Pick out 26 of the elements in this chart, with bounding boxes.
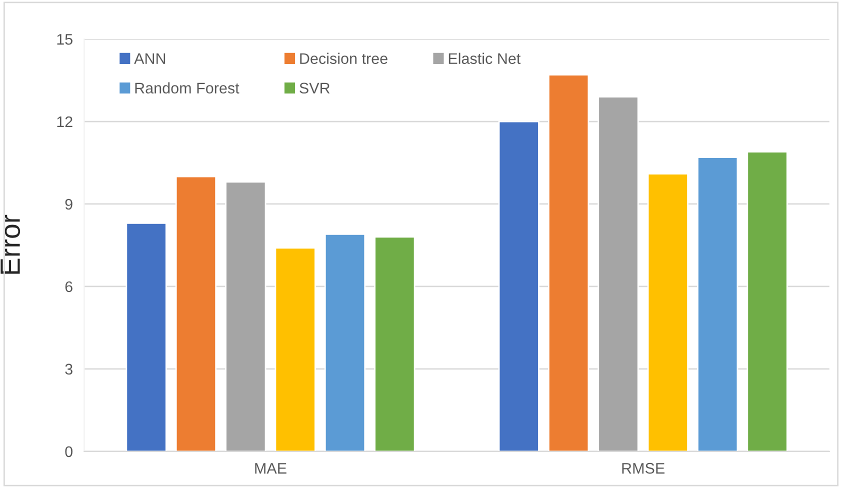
y-tick-label: 12: [57, 116, 72, 128]
y-tick-label: 3: [65, 364, 72, 375]
bar: [324, 234, 366, 452]
x-tick-label: RMSE: [622, 462, 664, 474]
legend-label: Random Forest: [135, 82, 240, 94]
x-tick-label: MAE: [255, 463, 286, 474]
bar: [175, 176, 217, 452]
bar: [697, 156, 738, 452]
bar: [598, 96, 639, 452]
legend-label: SVR: [300, 82, 330, 94]
bar: [126, 222, 167, 452]
bar: [647, 173, 688, 452]
bar: [498, 120, 540, 452]
bar: [274, 247, 316, 452]
y-tick-label: 6: [65, 281, 72, 292]
y-tick-label: 15: [57, 34, 72, 45]
legend-label: Elastic Net: [448, 52, 521, 64]
bar: [548, 74, 590, 452]
legend-label: ANN: [134, 53, 166, 64]
y-tick-label: 0: [65, 446, 72, 458]
y-tick-label: 9: [65, 198, 72, 210]
bar: [225, 181, 266, 452]
bar: [374, 236, 416, 452]
bar: [746, 151, 788, 452]
legend-label: Decision tree: [300, 52, 388, 64]
y-axis-title: Error: [0, 214, 20, 274]
